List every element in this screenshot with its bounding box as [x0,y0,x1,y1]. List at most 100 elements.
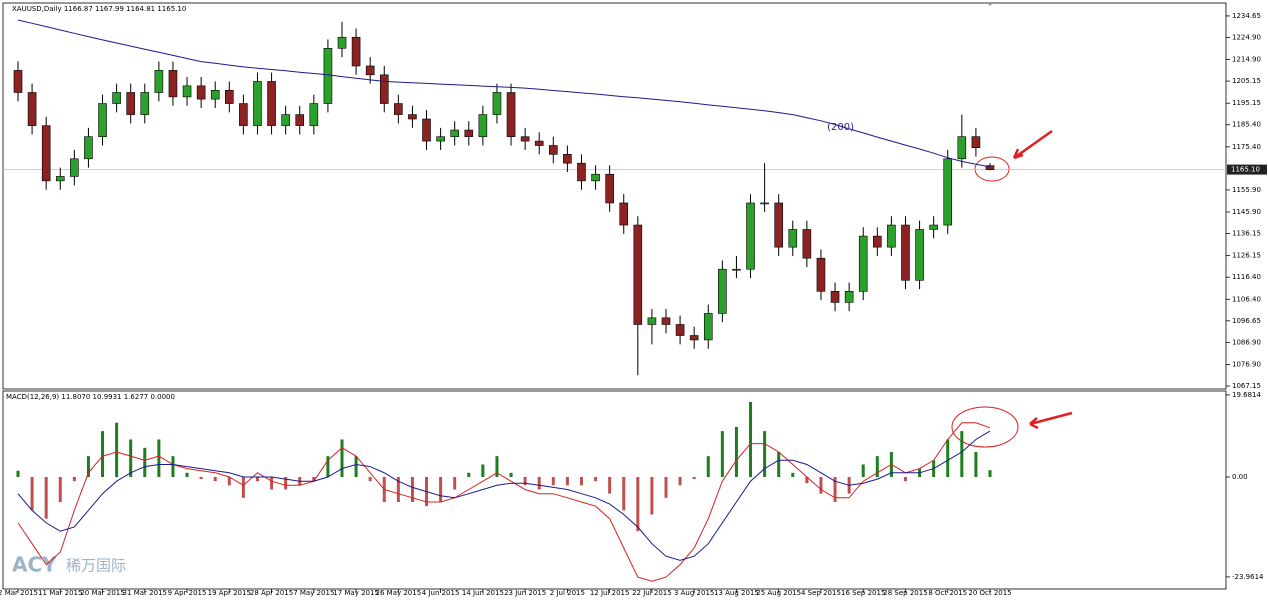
ma-annotation: (200) [827,122,854,133]
histogram-bar [354,456,358,477]
histogram-bar [678,476,682,486]
y-tick-label: 0.00 [1232,473,1248,481]
histogram-bar [579,476,583,486]
y-tick-label: 1234.65 [1232,12,1261,20]
candle-body [41,125,51,182]
y-tick-label: -23.9614 [1232,573,1264,581]
histogram-bar [749,401,753,477]
y-tick-label: 1175.40 [1232,143,1261,151]
histogram-bar [720,431,724,477]
candle-body [478,114,488,137]
y-tick-label: 1195.15 [1232,99,1261,107]
histogram-bar [255,476,259,482]
moving-average [17,19,991,168]
histogram-bar [185,472,189,477]
candle-body [140,92,150,115]
histogram-bar [650,476,654,515]
x-tick-label: 11 Mar 2015 [38,589,82,597]
candle-body [788,229,798,248]
chart-header: XAUUSD,Daily 1166.87 1167.99 1164.81 116… [12,5,186,13]
x-tick-label: 2 Mar 2015 [0,589,38,597]
histogram-bar [960,431,964,477]
histogram-bar [523,476,527,486]
candle-body [84,136,93,160]
x-tick-label: 4 Jun 2015 [422,589,460,597]
x-tick-label: 23 Jun 2015 [504,589,546,597]
candle-body [619,202,629,226]
shift-marker [986,2,994,6]
x-tick-label: 7 May 2015 [293,589,334,597]
x-tick-label: 13 Aug 2015 [714,589,759,597]
candle-body [379,74,389,104]
histogram-bar [227,476,231,486]
candle-body [196,85,206,100]
candle-body [802,229,812,259]
histogram-bar [30,476,34,511]
histogram-bar [946,439,950,477]
histogram-bar [199,476,203,480]
candle-body [210,89,220,100]
y-tick-label: 1214.90 [1232,56,1261,64]
histogram-bar [481,464,485,477]
histogram-bar [312,476,316,482]
y-tick-label: 1185.40 [1232,121,1261,129]
histogram-bar [157,439,161,477]
histogram-bar [495,456,499,477]
candle-body [718,268,727,314]
histogram-bar [791,472,795,477]
histogram-bar [241,476,245,498]
histogram-bar [833,476,837,503]
candle-body [464,129,474,137]
candle-body [774,202,783,248]
candle-body [323,47,333,104]
candle-body [732,268,741,271]
candle-body [647,317,657,325]
watermark-logo: ACY [12,553,57,577]
histogram-bar [636,476,640,532]
histogram-bar [819,476,823,494]
histogram-bar [734,426,738,477]
histogram-bar [213,476,217,482]
macd-line [17,422,991,582]
x-tick-label: 3 Aug 2015 [674,589,714,597]
histogram-bar [467,472,471,477]
candle-body [534,140,544,146]
histogram-bar [903,476,907,482]
price-panel [2,2,1227,390]
candle-body [703,313,713,341]
candle-body [971,136,981,149]
candle-body [337,36,347,49]
histogram-bar [706,456,710,477]
y-tick-label: 1086.90 [1232,338,1261,346]
candle-body [520,136,530,142]
y-tick-label: 1076.90 [1232,360,1261,368]
y-tick-label: 1096.65 [1232,317,1261,325]
candle-body [27,92,37,126]
histogram-bar [861,464,865,477]
candle-body [760,202,769,205]
candle-body [154,70,164,93]
candle-body [633,224,643,325]
macd-panel [2,390,1227,590]
histogram-bar [664,476,668,498]
histogram-bar [565,476,569,486]
histogram-bar [509,472,513,477]
candle-body [225,89,234,104]
histogram-bar [692,476,696,480]
x-tick-label: 17 May 2015 [333,589,379,597]
x-tick-label: 19 Apr 2015 [208,589,251,597]
candle-body [563,154,572,164]
y-tick-label: 1145.90 [1232,208,1261,216]
histogram-bar [284,476,288,490]
x-tick-label: 25 Aug 2015 [756,589,801,597]
histogram-bar [439,476,443,503]
arrow [1029,411,1073,430]
x-tick-label: 22 Jul 2015 [632,589,672,597]
x-tick-label: 12 Jul 2015 [590,589,630,597]
candle-body [13,70,23,93]
histogram-bar [875,456,879,477]
histogram-bar [396,476,400,503]
y-tick-label: 1205.15 [1232,77,1261,85]
histogram-bar [143,447,147,477]
y-tick-label: 1067.15 [1232,382,1261,390]
